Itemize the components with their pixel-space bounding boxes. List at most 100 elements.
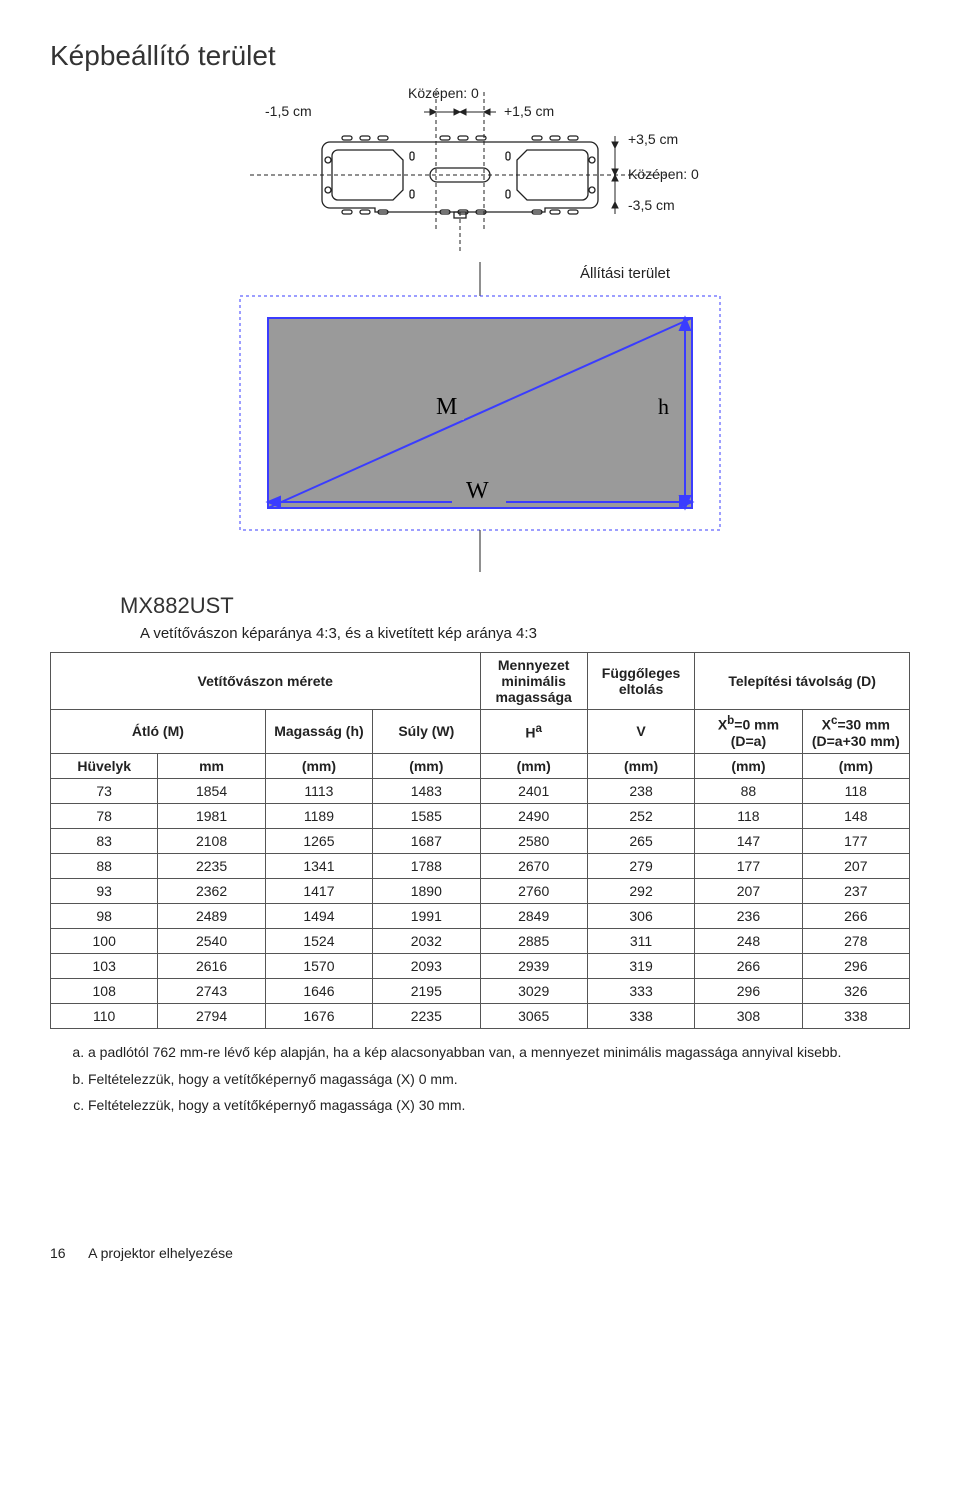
table-cell: 148 <box>802 803 909 828</box>
table-cell: 296 <box>802 953 909 978</box>
section-name: A projektor elhelyezése <box>88 1245 233 1261</box>
table-cell: 1189 <box>265 803 372 828</box>
label-right-bottom: -3,5 cm <box>628 197 675 213</box>
table-cell: 2362 <box>158 878 265 903</box>
table-cell: 308 <box>695 1003 802 1028</box>
table-cell: 311 <box>587 928 694 953</box>
screen-diagram: Állítási terület M h W <box>230 262 730 575</box>
label-left-offset: -1,5 cm <box>265 103 312 119</box>
th-unit: (mm) <box>695 753 802 778</box>
th-v: V <box>587 710 694 754</box>
table-cell: 3029 <box>480 978 587 1003</box>
table-cell: 2108 <box>158 828 265 853</box>
th-screen-size: Vetítővászon mérete <box>51 653 481 710</box>
table-row: 1102794167622353065338308338 <box>51 1003 910 1028</box>
table-cell: 278 <box>802 928 909 953</box>
table-cell: 2490 <box>480 803 587 828</box>
table-row: 882235134117882670279177207 <box>51 853 910 878</box>
th-unit: Hüvelyk <box>51 753 158 778</box>
label-right-center: Középen: 0 <box>628 166 699 182</box>
screen-label-w: W <box>466 478 489 504</box>
table-cell: 118 <box>802 778 909 803</box>
table-cell: 3065 <box>480 1003 587 1028</box>
screen-caption: Állítási terület <box>580 265 671 282</box>
table-cell: 1854 <box>158 778 265 803</box>
table-cell: 118 <box>695 803 802 828</box>
table-cell: 2401 <box>480 778 587 803</box>
table-cell: 110 <box>51 1003 158 1028</box>
table-cell: 2235 <box>373 1003 480 1028</box>
table-row: 781981118915852490252118148 <box>51 803 910 828</box>
table-cell: 1981 <box>158 803 265 828</box>
table-cell: 266 <box>802 903 909 928</box>
table-cell: 236 <box>695 903 802 928</box>
th-unit: (mm) <box>373 753 480 778</box>
table-cell: 333 <box>587 978 694 1003</box>
table-cell: 1890 <box>373 878 480 903</box>
th-ceiling: Mennyezet minimális magassága <box>480 653 587 710</box>
th-weight: Súly (W) <box>373 710 480 754</box>
page-number: 16 <box>50 1245 66 1261</box>
table-cell: 2195 <box>373 978 480 1003</box>
footnote-b: Feltételezzük, hogy a vetítőképernyő mag… <box>88 1070 900 1089</box>
th-vshift: Függőleges eltolás <box>587 653 694 710</box>
th-unit: (mm) <box>802 753 909 778</box>
table-cell: 306 <box>587 903 694 928</box>
table-cell: 2616 <box>158 953 265 978</box>
table-cell: 98 <box>51 903 158 928</box>
table-cell: 2580 <box>480 828 587 853</box>
table-row: 982489149419912849306236266 <box>51 903 910 928</box>
table-cell: 108 <box>51 978 158 1003</box>
table-cell: 88 <box>51 853 158 878</box>
table-cell: 238 <box>587 778 694 803</box>
table-cell: 265 <box>587 828 694 853</box>
table-cell: 177 <box>695 853 802 878</box>
table-cell: 1646 <box>265 978 372 1003</box>
th-install: Telepítési távolság (D) <box>695 653 910 710</box>
table-cell: 1788 <box>373 853 480 878</box>
th-unit: (mm) <box>480 753 587 778</box>
aspect-ratio-text: A vetítővászon képaránya 4:3, és a kivet… <box>140 625 910 642</box>
table-row: 1032616157020932939319266296 <box>51 953 910 978</box>
table-cell: 177 <box>802 828 909 853</box>
screen-label-m: M <box>436 394 457 420</box>
table-cell: 319 <box>587 953 694 978</box>
th-unit: (mm) <box>587 753 694 778</box>
table-cell: 88 <box>695 778 802 803</box>
table-cell: 1570 <box>265 953 372 978</box>
table-cell: 2093 <box>373 953 480 978</box>
model-heading: MX882UST <box>120 593 910 619</box>
th-diag: Átló (M) <box>51 710 266 754</box>
table-cell: 1585 <box>373 803 480 828</box>
table-row: 932362141718902760292207237 <box>51 878 910 903</box>
table-cell: 1494 <box>265 903 372 928</box>
table-cell: 2235 <box>158 853 265 878</box>
table-row: 73185411131483240123888118 <box>51 778 910 803</box>
table-cell: 207 <box>802 853 909 878</box>
table-cell: 2939 <box>480 953 587 978</box>
table-cell: 2489 <box>158 903 265 928</box>
table-row: 832108126516872580265147177 <box>51 828 910 853</box>
table-cell: 93 <box>51 878 158 903</box>
table-cell: 326 <box>802 978 909 1003</box>
label-right-top: +3,5 cm <box>628 131 678 147</box>
table-cell: 1113 <box>265 778 372 803</box>
table-cell: 279 <box>587 853 694 878</box>
table-cell: 2849 <box>480 903 587 928</box>
th-height: Magasság (h) <box>265 710 372 754</box>
label-center-top: Középen: 0 <box>408 85 479 101</box>
table-row: 1082743164621953029333296326 <box>51 978 910 1003</box>
table-cell: 100 <box>51 928 158 953</box>
page-footer: 16 A projektor elhelyezése <box>50 1245 910 1261</box>
table-cell: 338 <box>802 1003 909 1028</box>
screen-label-h: h <box>658 394 669 419</box>
table-cell: 103 <box>51 953 158 978</box>
table-cell: 1991 <box>373 903 480 928</box>
table-cell: 207 <box>695 878 802 903</box>
table-cell: 1687 <box>373 828 480 853</box>
table-cell: 1483 <box>373 778 480 803</box>
table-cell: 1676 <box>265 1003 372 1028</box>
table-cell: 292 <box>587 878 694 903</box>
table-cell: 2885 <box>480 928 587 953</box>
table-cell: 78 <box>51 803 158 828</box>
